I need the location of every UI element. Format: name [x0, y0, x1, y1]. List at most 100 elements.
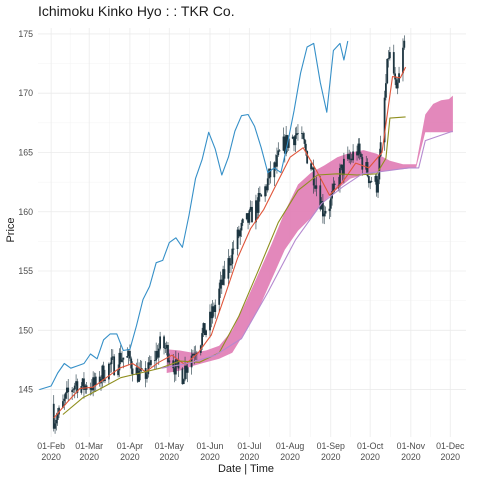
candle-body	[214, 304, 217, 312]
candle-body	[156, 350, 159, 358]
chart-title: Ichimoku Kinko Hyo : : TKR Co.	[38, 3, 235, 19]
candle-body	[111, 356, 114, 358]
x-tick-year: 2020	[120, 452, 140, 462]
x-axis-ticks: 01-Feb202001-Mar202001-Apr202001-May2020…	[37, 441, 465, 462]
candle-body	[283, 136, 286, 154]
candle-body	[155, 350, 158, 361]
candle-body	[64, 393, 67, 399]
candle-body	[358, 143, 361, 154]
candle-body	[90, 387, 93, 391]
candle-body	[256, 200, 259, 213]
candle-body	[343, 158, 345, 176]
candle-body	[247, 213, 249, 223]
candle-body	[159, 336, 161, 349]
x-tick-year: 2020	[200, 452, 220, 462]
candle-body	[332, 183, 335, 192]
candle-body	[361, 157, 364, 170]
candle-body	[403, 40, 406, 48]
candle-body	[135, 367, 138, 375]
candle-body	[310, 163, 312, 170]
candle-body	[266, 178, 269, 191]
x-tick-year: 2020	[240, 452, 260, 462]
candle-body	[164, 348, 167, 349]
candle-body	[65, 387, 68, 394]
candle-body	[236, 229, 239, 250]
y-tick-label: 150	[18, 325, 33, 335]
candle-body	[269, 168, 272, 178]
candle-body	[228, 258, 231, 266]
candle-body	[140, 368, 143, 369]
y-tick-label: 175	[18, 29, 33, 39]
candle-body	[173, 368, 176, 375]
candle-body	[76, 381, 79, 393]
candle-body	[385, 83, 387, 98]
candle-body	[367, 176, 370, 184]
candle-body	[144, 368, 147, 379]
candle-body	[273, 162, 276, 178]
candle-body	[147, 362, 150, 375]
candle-body	[297, 133, 299, 135]
candlesticks	[52, 35, 406, 434]
candle-body	[210, 311, 213, 319]
candle-body	[80, 386, 83, 393]
candle-body	[232, 248, 235, 250]
candle-body	[104, 379, 106, 382]
candle-body	[75, 381, 77, 386]
candle-body	[320, 201, 323, 210]
candle-body	[369, 181, 372, 184]
candle-body	[277, 150, 280, 156]
candle-body	[274, 162, 277, 167]
candle-body	[386, 58, 389, 84]
candle-body	[72, 389, 75, 391]
candle-body	[375, 176, 378, 193]
tenkan-line	[53, 66, 407, 419]
candle-body	[181, 368, 184, 385]
candle-body	[230, 263, 232, 266]
y-axis-ticks: 145 150 155 160 165 170 175	[18, 29, 33, 395]
candle-body	[71, 390, 74, 393]
candle-body	[174, 359, 177, 375]
chart-grid	[38, 28, 466, 437]
candle-body	[227, 258, 230, 279]
candle-body	[150, 360, 152, 366]
x-tick-label: 01-May	[155, 441, 185, 451]
candle-body	[107, 363, 110, 380]
candle-body	[213, 306, 215, 312]
candle-body	[350, 158, 353, 161]
x-tick-label: 01-Apr	[117, 441, 143, 451]
candle-body	[303, 138, 306, 144]
candle-body	[201, 333, 204, 346]
candle-body	[117, 370, 119, 376]
candle-body	[185, 365, 188, 373]
x-tick-year: 2020	[401, 452, 421, 462]
candle-body	[245, 213, 248, 220]
candle-body	[241, 219, 244, 223]
candle-body	[402, 47, 404, 74]
candle-body	[285, 135, 288, 154]
candle-body	[248, 210, 251, 223]
candle-body	[282, 136, 285, 151]
candle-body	[102, 365, 105, 382]
candle-body	[239, 230, 242, 237]
candle-body	[258, 193, 261, 195]
candle-body	[341, 164, 344, 176]
candle-body	[56, 414, 59, 420]
candle-body	[109, 363, 112, 365]
candle-body	[118, 352, 121, 371]
candle-body	[172, 360, 175, 369]
candle-body	[139, 368, 142, 371]
candle-body	[370, 181, 373, 183]
candle-body	[193, 353, 196, 356]
candle-body	[276, 155, 278, 167]
candle-body	[127, 350, 130, 357]
candle-body	[157, 348, 160, 358]
candle-body	[167, 344, 169, 363]
candle-body	[300, 133, 303, 134]
candle-body	[315, 185, 318, 189]
candle-body	[184, 365, 186, 380]
candle-body	[54, 423, 56, 429]
x-tick-label: 01-Nov	[397, 441, 426, 451]
y-tick-label: 165	[18, 147, 33, 157]
candle-body	[146, 374, 148, 379]
